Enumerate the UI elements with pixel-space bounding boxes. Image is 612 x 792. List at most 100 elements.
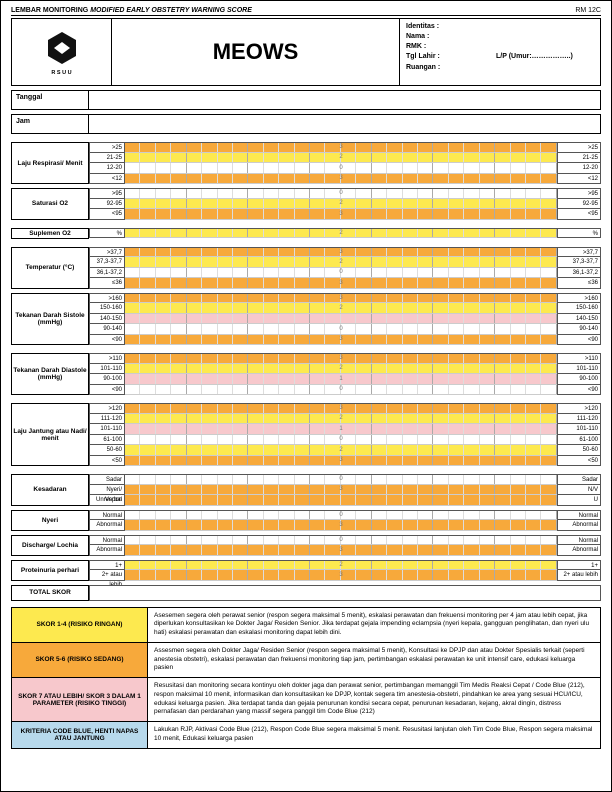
page-title: MEOWS [112,19,400,85]
score-badge: 3 [339,405,342,411]
score-badge: 2 [339,230,342,236]
param-label: Tekanan Darah Sistole (mmHg) [11,293,89,346]
param-5-row-1: 101-1102101-110 [89,364,601,375]
param-rows: 1+21+2+ atau lebih32+ atau lebih [89,560,601,581]
jam-row: Jam [11,114,601,134]
logo-icon: R S U U [42,28,82,76]
cells: 3 [125,209,557,220]
logo-cell: R S U U [12,19,112,85]
score-badge: 0 [339,190,342,196]
range-left: 2+ atau lebih [89,570,125,581]
header: R S U U MEOWS Identitas : Nama : RMK : T… [11,18,601,86]
range-left: ≤36 [89,278,125,289]
guidance-row-2: SKOR 7 ATAU LEBIH/ SKOR 3 DALAM 1 PARAME… [12,678,600,722]
param-rows: Sadar0SadarNyeri/ Verbal3N/VUnrespon U [89,474,601,506]
range-right: 1+ [557,560,601,571]
cells: 0 [125,474,557,485]
range-left: <95 [89,209,125,220]
guidance-label: KRITERIA CODE BLUE, HENTI NAPAS ATAU JAN… [12,722,148,748]
score-badge: 3 [339,280,342,286]
cells: 3 [125,456,557,467]
param-rows: Normal0NormalAbnormal3Abnormal [89,535,601,556]
params-container: Laju Respirasi/ Menit>253>2521-25221-251… [11,142,601,581]
score-badge: 3 [339,144,342,150]
range-left: >160 [89,293,125,304]
guidance-text: Asesemen segera oleh perawat senior (res… [148,608,600,642]
range-left: Abnormal [89,520,125,531]
param-1-row-2: <953<95 [89,209,601,220]
cells: 3 [125,545,557,556]
param-1-row-1: 92-95292-95 [89,199,601,210]
param-label: Temperatur (°C) [11,247,89,289]
param-9-row-1: Abnormal3Abnormal [89,545,601,556]
score-badge: 2 [339,305,342,311]
param-3-row-1: 37,3-37,7237,3-37,7 [89,257,601,268]
param-10: Proteinuria perhari1+21+2+ atau lebih32+… [11,560,601,581]
range-left: Unrespon [89,495,125,506]
total-label: TOTAL SKOR [11,585,89,601]
range-left: >120 [89,403,125,414]
range-left: <50 [89,456,125,467]
jam-label: Jam [11,114,89,134]
param-6-row-3: 61-100061-100 [89,435,601,446]
guidance-text: Assesmen segera oleh Dokter Jaga/ Reside… [148,643,600,677]
range-left: 61-100 [89,435,125,446]
param-1: Saturasi O2>950>9592-95292-95<953<95 [11,188,601,220]
cells: 1 [125,374,557,385]
param-7-row-0: Sadar0Sadar [89,474,601,485]
param-3-row-0: >37,73>37,7 [89,247,601,258]
param-3-row-2: 36,1-37,2036,1-37,2 [89,268,601,279]
cells: 2 [125,560,557,571]
range-left: >25 [89,142,125,153]
range-right: Sadar [557,474,601,485]
param-5: Tekanan Darah Diastole (mmHg)>1103>11010… [11,353,601,395]
param-7-row-1: Nyeri/ Verbal3N/V [89,485,601,496]
range-left: 90-140 [89,324,125,335]
cells: 3 [125,520,557,531]
guidance-table: SKOR 1-4 (RISIKO RINGAN)Asesemen segera … [11,607,601,749]
score-badge: 0 [339,436,342,442]
range-right: <90 [557,385,601,396]
range-right: >160 [557,293,601,304]
param-label: Kesadaran [11,474,89,506]
param-2-row-0: %2% [89,228,601,239]
cells: 2 [125,153,557,164]
param-8-row-1: Abnormal3Abnormal [89,520,601,531]
param-6-row-4: 50-60250-60 [89,445,601,456]
range-right: <95 [557,209,601,220]
score-badge: 2 [339,200,342,206]
range-right: 101-110 [557,364,601,375]
cells: 3 [125,293,557,304]
range-left: 101-110 [89,424,125,435]
param-label: Nyeri [11,510,89,531]
cells: 0 [125,324,557,335]
range-right: <50 [557,456,601,467]
range-right: 150-160 [557,303,601,314]
param-rows: >950>9592-95292-95<953<95 [89,188,601,220]
range-right: 101-110 [557,424,601,435]
guidance-label: SKOR 5-6 (RISIKO SEDANG) [12,643,148,677]
cells: 0 [125,435,557,446]
doc-title: LEMBAR MONITORING MODIFIED EARLY OBSTETR… [11,7,252,14]
cells: 2 [125,303,557,314]
range-right: U [557,495,601,506]
cells: 2 [125,228,557,239]
range-right: >120 [557,403,601,414]
range-left: <12 [89,174,125,185]
param-2: Suplemen O2%2% [11,228,601,239]
range-right: N/V [557,485,601,496]
total-row: TOTAL SKOR [11,585,601,601]
ident-ruangan: Ruangan : [406,63,456,73]
cells: 0 [125,510,557,521]
cells: 2 [125,445,557,456]
param-label: Laju Jantung atau Nadi/ menit [11,403,89,466]
range-right: Normal [557,510,601,521]
range-left: 92-95 [89,199,125,210]
range-left: 150-160 [89,303,125,314]
range-right: 21-25 [557,153,601,164]
cells [125,495,557,506]
range-left: Normal [89,535,125,546]
guidance-row-0: SKOR 1-4 (RISIKO RINGAN)Asesemen segera … [12,608,600,643]
guidance-row-1: SKOR 5-6 (RISIKO SEDANG)Assesmen segera … [12,643,600,678]
param-8: NyeriNormal0NormalAbnormal3Abnormal [11,510,601,531]
